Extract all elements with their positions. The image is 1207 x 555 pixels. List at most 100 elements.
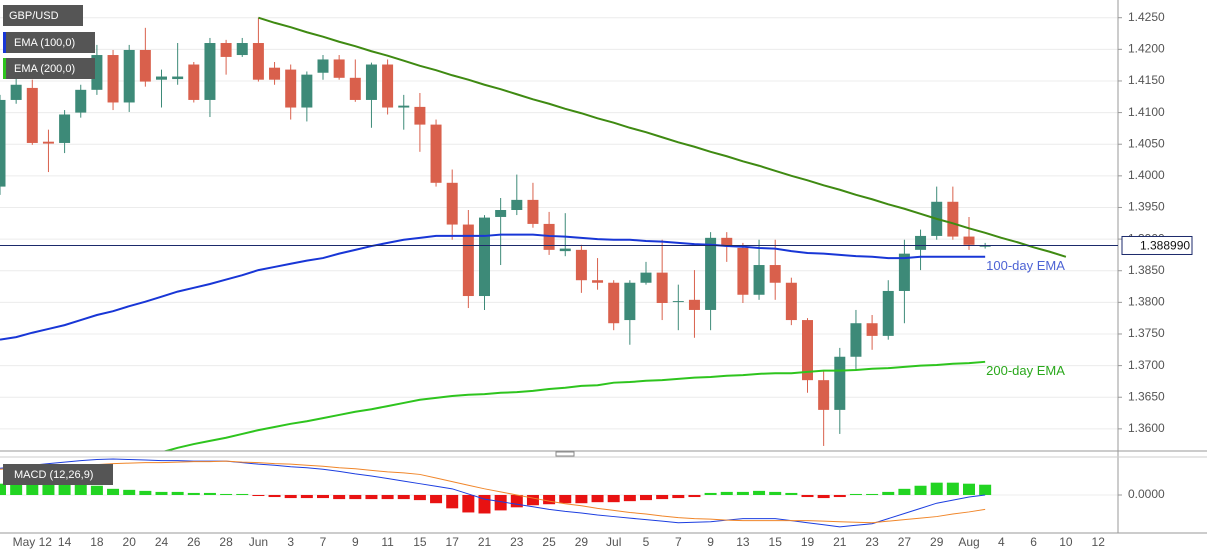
y-tick-label: 1.3850 [1128,263,1165,277]
macd-bar [656,494,669,500]
candle-body [188,64,200,100]
macd-bar [817,494,830,499]
candle-body [91,55,103,90]
legend-box [3,5,83,26]
line [0,460,986,524]
macd-bar [866,493,879,495]
candle-body [979,245,991,247]
macd-bar [720,491,733,495]
series-label: 100-day EMA [986,258,1065,273]
macd-bar [107,488,120,495]
macd-bar [123,489,136,495]
x-tick-label: 27 [898,535,912,549]
macd-bar [753,490,766,495]
macd-bar [0,483,6,495]
x-tick-label: 13 [736,535,750,549]
macd-bar [446,494,459,509]
candle-body [172,76,184,80]
y-tick-label: 1.4050 [1128,136,1165,150]
candle-body [640,272,652,283]
x-tick-label: 10 [1059,535,1073,549]
macd-bar [898,488,911,495]
x-tick-label: 4 [998,535,1005,549]
macd-bar [252,494,265,497]
macd-bar [413,494,426,501]
candle-body [317,59,329,73]
candle-body [220,43,232,57]
pane-handle [555,451,575,457]
candle-body [592,280,604,283]
macd-bar [526,494,539,506]
y-tick-label: 1.3750 [1128,326,1165,340]
candle-body [301,74,313,108]
y-tick-label: 1.3800 [1128,295,1165,309]
candle-body [624,282,636,321]
macd-bar [575,494,588,504]
x-tick-label: 25 [542,535,556,549]
candle-body [721,237,733,247]
candle-body [672,301,684,303]
y-tick-label: 1.4000 [1128,168,1165,182]
x-tick-label: 23 [510,535,524,549]
y-tick-label: 1.4100 [1128,105,1165,119]
macd-bar [494,494,507,511]
last-price-label: 1.388990 [1140,239,1190,253]
candle-body [42,141,54,144]
candle-body [430,124,442,183]
x-tick-label: May 12 [13,535,53,549]
macd-bar [10,483,23,495]
macd-bar [882,491,895,495]
x-tick-label: 9 [352,535,359,549]
x-tick-label: 28 [219,535,233,549]
candle-body [107,55,119,103]
macd-bar [268,494,281,498]
x-tick-label: 20 [123,535,137,549]
y-tick-label: 1.3650 [1128,389,1165,403]
x-tick-label: 11 [381,535,394,549]
x-tick-label: 15 [413,535,427,549]
y-tick-label: 1.3700 [1128,358,1165,372]
candle-body [285,69,297,108]
x-tick-label: 9 [707,535,714,549]
candle-body [963,236,975,245]
x-tick-label: Jun [249,535,268,549]
macd-bar [849,493,862,495]
x-tick-label: 21 [478,535,492,549]
x-tick-label: 14 [58,535,72,549]
candle-body [737,247,749,295]
candle-body [882,290,894,336]
candle-body [139,49,151,82]
y-tick-label: 1.3950 [1128,200,1165,214]
candle-body [156,76,167,80]
candle-body [559,248,571,252]
x-tick-label: 17 [446,535,460,549]
macd-title: MACD (12,26,9) [14,469,93,481]
legend-swatch [3,58,6,79]
macd-bar [946,482,959,495]
candle-body [75,89,87,113]
macd-bar [640,494,652,501]
x-tick-label: 18 [90,535,104,549]
macd-bar [979,484,992,495]
candle-body [705,237,717,310]
candle-body [866,323,878,336]
candle-body [818,380,830,410]
candle-body [446,182,458,225]
x-tick-label: 19 [801,535,815,549]
macd-bar [607,494,620,503]
macd-bar [430,494,443,504]
candle-body [10,84,22,100]
candle-body [365,64,377,100]
candle-body [769,265,781,283]
macd-bar [155,491,168,495]
macd-bar [801,494,814,498]
macd-bar [26,483,39,495]
macd-bar [300,494,313,499]
x-tick-label: 3 [287,535,294,549]
candle-body [802,320,813,381]
candle-body [915,235,927,250]
macd-bar [171,491,184,495]
legend-box [3,58,95,79]
